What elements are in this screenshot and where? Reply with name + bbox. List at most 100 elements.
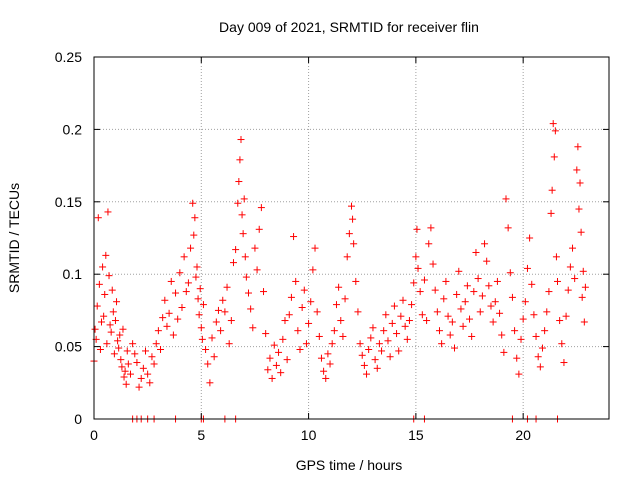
data-point xyxy=(519,315,527,323)
data-point xyxy=(493,277,501,285)
data-point xyxy=(354,308,362,316)
data-point xyxy=(382,311,390,319)
data-point xyxy=(210,353,218,361)
data-point xyxy=(131,350,139,358)
data-point xyxy=(105,272,113,280)
data-point xyxy=(114,337,122,345)
data-point xyxy=(413,225,421,233)
data-point xyxy=(302,340,310,348)
data-point xyxy=(237,136,245,144)
data-point xyxy=(194,295,202,303)
data-point xyxy=(433,308,441,316)
data-point xyxy=(139,364,147,372)
data-point xyxy=(416,288,424,296)
data-point xyxy=(251,244,259,252)
data-point xyxy=(260,288,268,296)
data-point xyxy=(431,286,439,294)
data-point xyxy=(262,330,270,338)
data-point xyxy=(378,347,386,355)
y-tick-label: 0.15 xyxy=(55,194,82,210)
data-point xyxy=(388,319,396,327)
data-point xyxy=(255,225,263,233)
data-point xyxy=(474,275,482,283)
data-point xyxy=(135,383,143,391)
data-point xyxy=(345,230,353,238)
data-point xyxy=(337,317,345,325)
data-points xyxy=(90,120,589,423)
data-point xyxy=(172,289,180,297)
x-tick-label: 5 xyxy=(197,427,205,443)
data-point xyxy=(270,341,278,349)
data-point xyxy=(95,280,103,288)
data-point xyxy=(197,324,205,332)
data-point xyxy=(365,345,373,353)
data-point xyxy=(453,290,461,298)
data-point xyxy=(581,283,589,291)
data-point xyxy=(107,328,115,336)
data-point xyxy=(562,312,570,320)
data-point xyxy=(192,273,200,281)
data-point xyxy=(300,286,308,294)
data-point xyxy=(214,306,222,314)
data-point xyxy=(380,327,388,335)
data-point xyxy=(547,209,555,217)
data-point xyxy=(358,351,366,359)
y-axis-title: SRMTID / TECUs xyxy=(6,183,22,293)
data-point xyxy=(279,335,287,343)
data-point xyxy=(108,286,116,294)
data-point xyxy=(369,324,377,332)
data-point xyxy=(470,288,478,296)
plot-frame xyxy=(93,56,610,420)
data-point xyxy=(534,353,542,361)
data-point xyxy=(315,332,323,340)
data-point xyxy=(403,335,411,343)
data-point xyxy=(566,263,574,271)
data-point xyxy=(532,332,540,340)
data-point xyxy=(119,325,127,333)
data-point xyxy=(169,331,177,339)
data-point xyxy=(217,327,225,335)
data-point xyxy=(157,345,165,353)
data-point xyxy=(109,308,117,316)
data-point xyxy=(93,302,101,310)
data-point xyxy=(446,331,454,339)
data-point xyxy=(373,364,381,372)
data-point xyxy=(133,359,141,367)
axis-ticks xyxy=(93,56,609,420)
data-point xyxy=(528,280,536,288)
data-point xyxy=(275,348,283,356)
data-point xyxy=(551,127,559,135)
data-point xyxy=(530,311,538,319)
data-point xyxy=(227,317,235,325)
data-point xyxy=(511,327,519,335)
data-point xyxy=(427,224,435,232)
data-point xyxy=(506,269,514,277)
data-point xyxy=(124,360,132,368)
data-point xyxy=(455,267,463,275)
data-point xyxy=(148,353,156,361)
data-point xyxy=(195,311,203,319)
data-point xyxy=(249,324,257,332)
data-point xyxy=(117,356,125,364)
data-point xyxy=(502,195,510,203)
data-point xyxy=(459,322,467,330)
data-point xyxy=(371,356,379,364)
data-point xyxy=(241,253,249,261)
data-point xyxy=(247,305,255,313)
data-point xyxy=(204,360,212,368)
data-point xyxy=(198,335,206,343)
data-point xyxy=(420,276,428,284)
data-point xyxy=(320,367,328,375)
data-point xyxy=(348,202,355,210)
tick-labels: 0 5 10 15 20 0 0.05 0.1 0.15 0.2 0.25 xyxy=(55,49,531,443)
data-point xyxy=(549,120,557,128)
data-point xyxy=(440,295,448,303)
data-point xyxy=(363,370,371,378)
data-point xyxy=(305,319,313,327)
data-point xyxy=(485,282,493,290)
x-tick-label: 0 xyxy=(90,427,98,443)
data-point xyxy=(550,153,558,161)
data-point xyxy=(324,350,332,358)
data-point xyxy=(144,370,152,378)
data-point xyxy=(483,257,491,265)
